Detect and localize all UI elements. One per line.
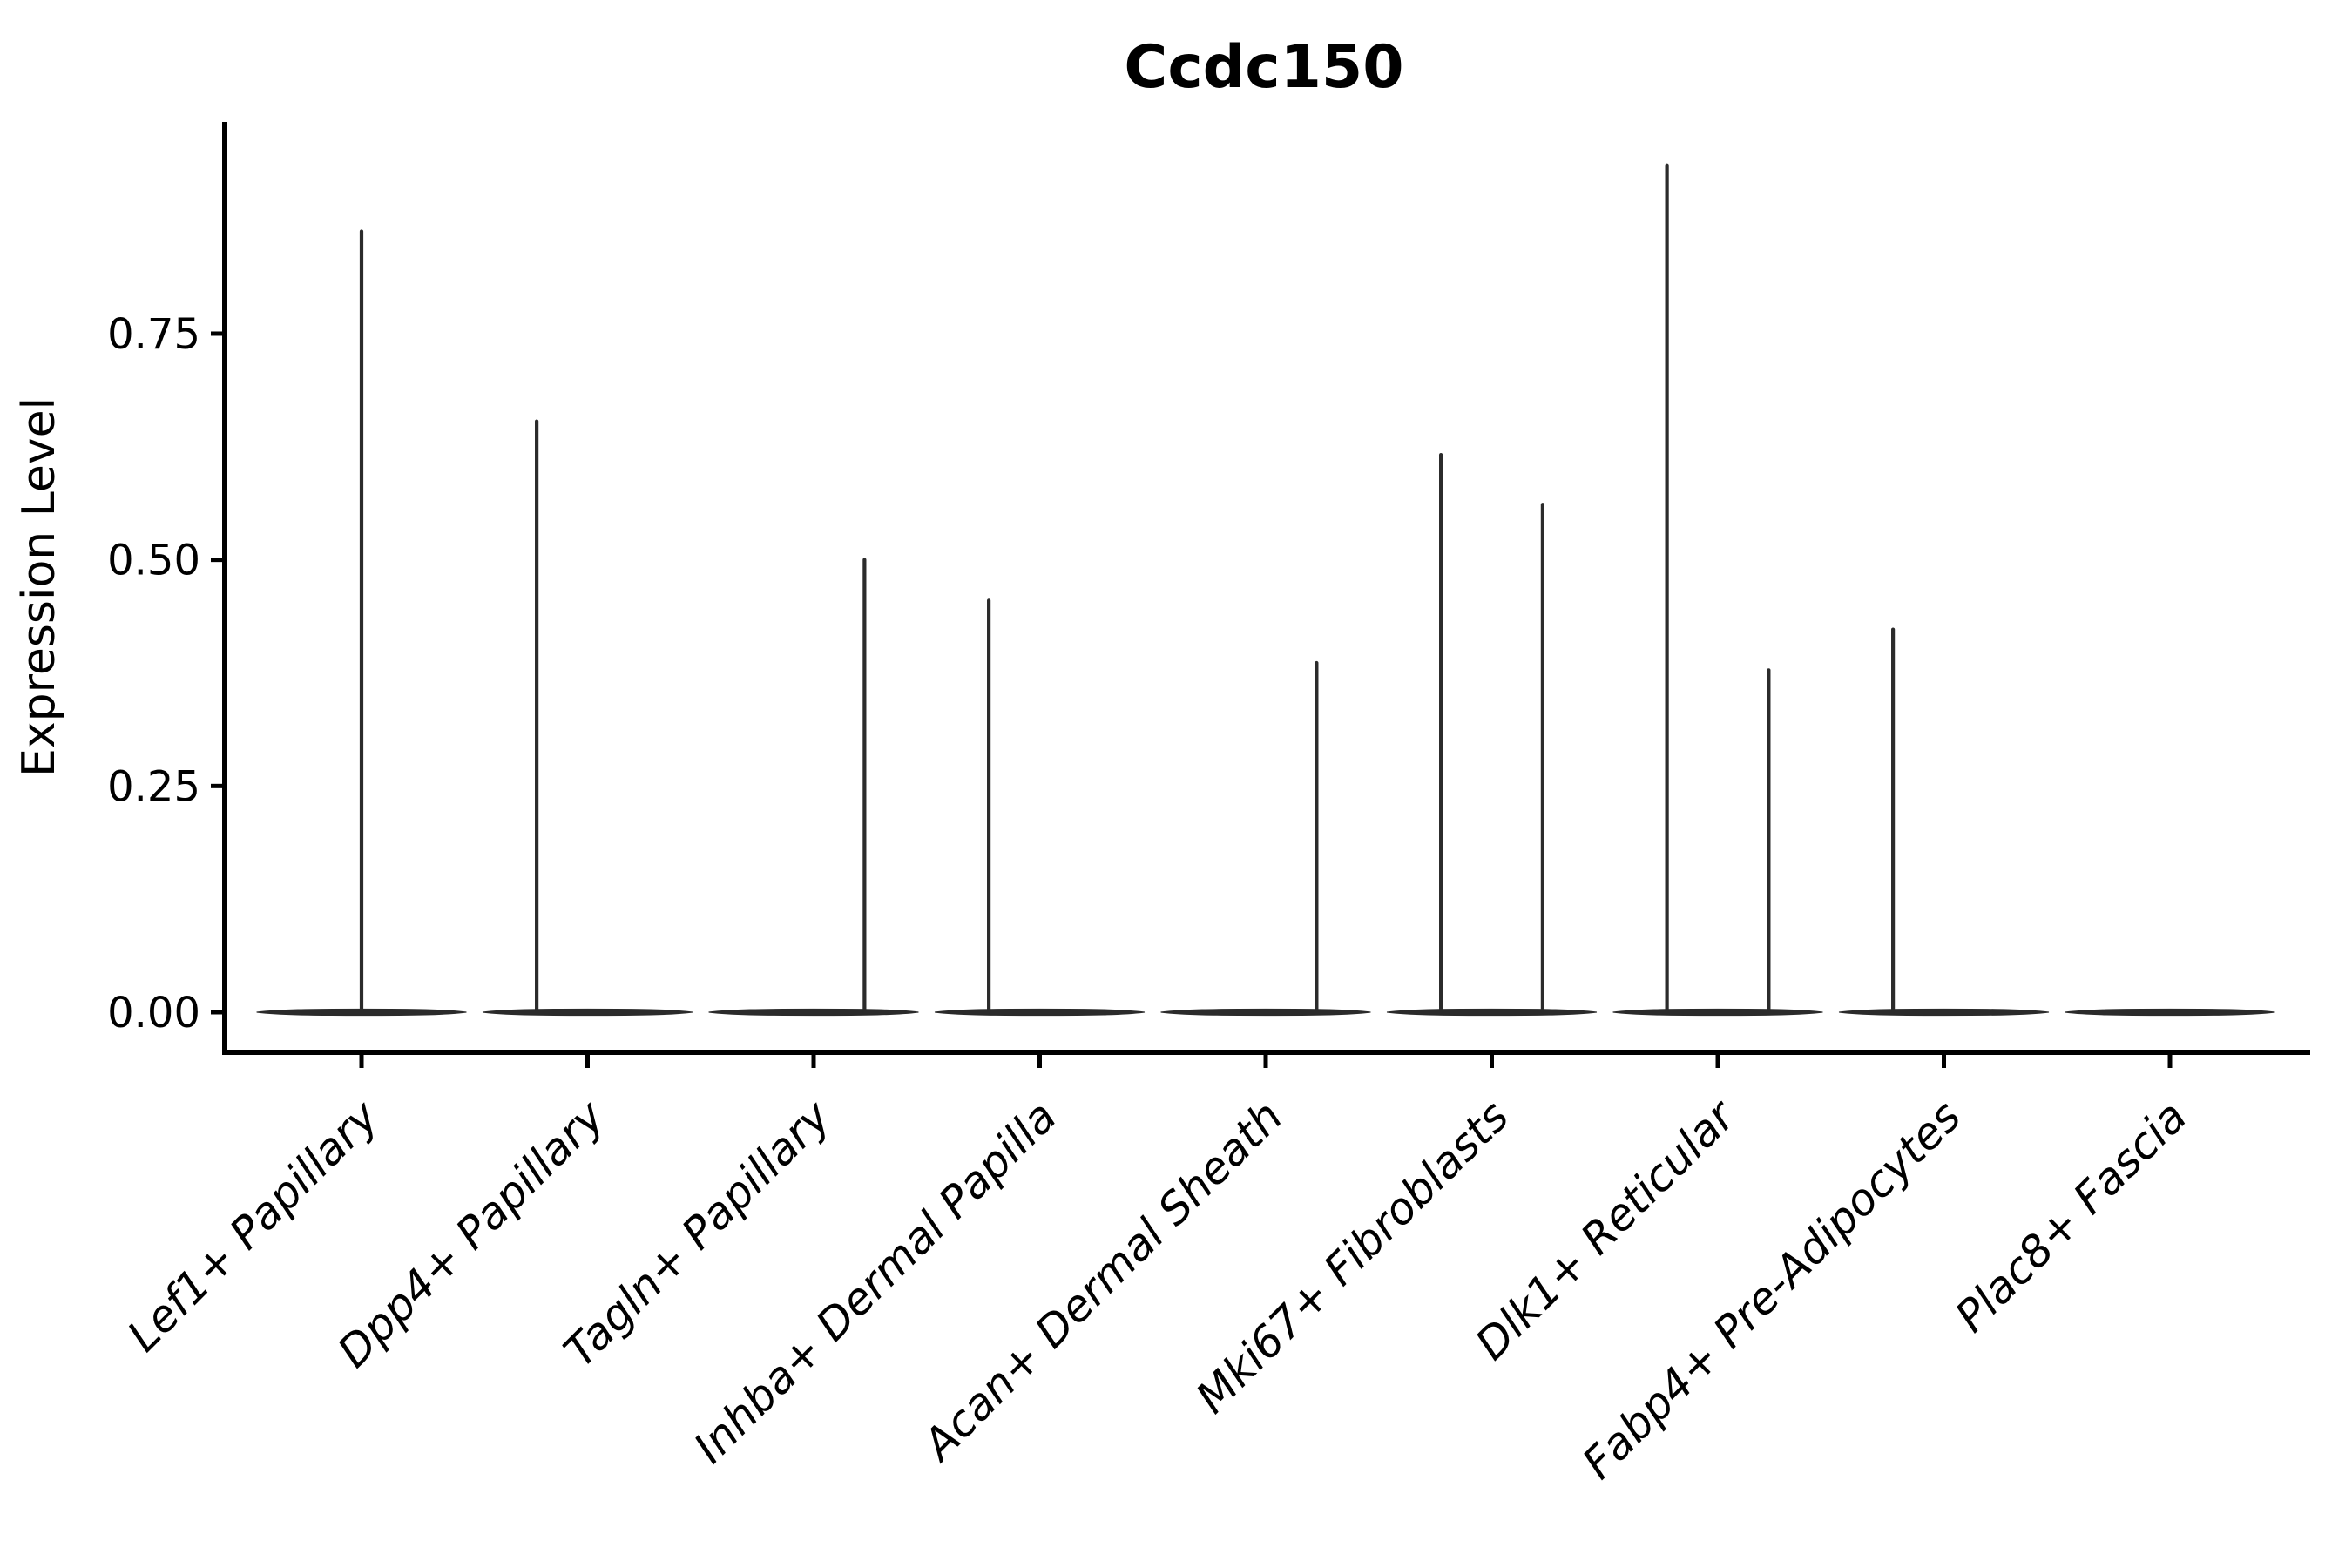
x-tick-label: Fabp4+ Pre-Adipocytes bbox=[1572, 1091, 1970, 1489]
x-tick-label: Acan+ Dermal Sheath bbox=[912, 1091, 1293, 1471]
violin-body bbox=[1160, 1008, 1371, 1017]
x-tick-label: Plac8+ Fascia bbox=[1946, 1091, 2197, 1342]
y-tick-label: 0.50 bbox=[107, 537, 200, 585]
violin-body bbox=[1386, 1008, 1598, 1017]
violin-body bbox=[1838, 1008, 2050, 1017]
y-tick-label: 0.25 bbox=[107, 762, 200, 811]
plot-title: Ccdc150 bbox=[1124, 33, 1403, 102]
violin-body bbox=[2065, 1008, 2275, 1017]
y-tick-label: 0.00 bbox=[107, 989, 200, 1037]
x-tick-label: Inhba+ Dermal Papilla bbox=[685, 1091, 1066, 1472]
violin-body bbox=[1612, 1008, 1823, 1017]
violin-body bbox=[934, 1008, 1146, 1017]
violin-body bbox=[482, 1008, 693, 1017]
violin-layer bbox=[256, 163, 2275, 1017]
y-tick-label: 0.75 bbox=[107, 310, 200, 359]
violin-body bbox=[708, 1008, 919, 1017]
y-axis-label: Expression Level bbox=[13, 397, 65, 777]
